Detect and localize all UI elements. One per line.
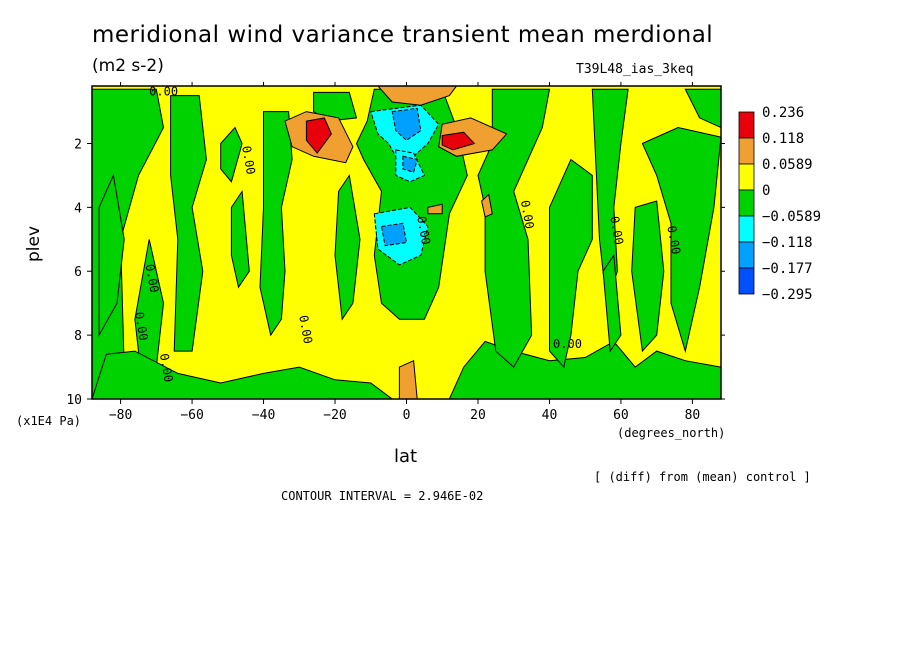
x-tick-label-3: −20 [323,408,346,423]
legend-swatch-1 [738,137,755,165]
legend-level-7: −0.295 [762,287,813,303]
contour-region-1 [98,173,125,338]
contour-region-10 [92,350,394,399]
contour-region-23 [402,155,418,173]
contour-region-24 [380,222,408,247]
contour-region-3 [170,95,207,352]
x-tick-label-5: 20 [470,408,486,423]
legend-level-0: 0.236 [762,105,804,121]
y-tick-label-2: 6 [74,265,82,280]
y-tick-label-0: 2 [74,137,82,152]
contour-region-32 [441,131,476,151]
x-tick-label-1: −60 [180,408,203,423]
y-axis-unit: (x1E4 Pa) [16,414,82,428]
run-label: T39L48_ias_3keq [576,62,694,77]
x-tick-label-6: 40 [542,408,558,423]
chart-units: (m2 s-2) [92,56,164,76]
contour-region-13 [549,158,593,369]
y-tick-label-1: 4 [74,201,82,216]
contour-region-14 [591,88,629,304]
contour-label-4: 0.00 [157,352,176,383]
contour-region-29 [427,203,443,215]
legend-level-4: −0.0589 [762,209,821,225]
contour-region-22 [391,107,422,141]
contour-region-27 [377,86,458,106]
chart-title: meridional wind variance transient mean … [92,22,714,48]
legend-swatch-0 [738,111,755,139]
contour-label-8: 0.00 [607,215,626,246]
contour-label-0: 0.00 [149,85,178,99]
contour-region-15 [602,253,622,353]
legend-swatch-6 [738,267,755,295]
contour-regions: 0.00 0.00 0.00 0.00 0.00 0.00 0.00 0.00 0.00 0.00… [92,85,721,399]
x-axis-label: lat [394,446,418,467]
contour-region-4 [220,126,243,183]
legend-level-2: 0.0589 [762,157,813,173]
y-tick-label-4: 10 [66,393,82,408]
diff-note: [ (diff) from (mean) control ] [594,470,811,484]
x-tick-label-0: −80 [109,408,132,423]
contour-label-5: 0.00 [296,314,315,345]
contour-region-8 [334,174,361,321]
legend-swatch-2 [738,163,755,191]
contour-region-18 [631,200,665,353]
x-tick-label-4: 0 [403,408,411,423]
contour-region-5 [230,189,250,289]
y-axis-label: plev [24,225,44,262]
x-tick-label-2: −40 [252,408,275,423]
contour-label-3: 0.00 [132,311,151,342]
x-tick-label-8: 80 [685,408,701,423]
contour-label-6: 0.00 [414,215,433,246]
contour-region-31 [305,117,332,154]
contour-interval: CONTOUR INTERVAL = 2.946E-02 [281,489,484,503]
contour-region-12 [477,88,551,368]
contour-region-28 [398,359,418,399]
contour-label-1: 0.00 [239,145,258,176]
legend-level-1: 0.118 [762,131,804,147]
x-axis-unit: (degrees_north) [617,426,726,440]
legend-level-6: −0.177 [762,261,813,277]
x-tick-label-7: 60 [613,408,629,423]
contour-label-10: 0.00 [553,337,582,351]
legend-level-3: 0 [762,183,770,199]
legend-swatch-5 [738,241,755,269]
contour-region-17 [684,88,721,129]
contour-region-30 [481,193,493,218]
contour-region-16 [641,126,721,354]
contour-label-9: 0.00 [664,225,683,256]
legend-level-5: −0.118 [762,235,813,251]
legend-swatch-3 [738,189,755,217]
contour-region-7 [313,91,358,122]
contour-label-7: 0.00 [518,199,537,230]
contour-label-2: 0.00 [143,263,162,294]
y-tick-label-3: 8 [74,329,82,344]
legend-swatch-4 [738,215,755,243]
